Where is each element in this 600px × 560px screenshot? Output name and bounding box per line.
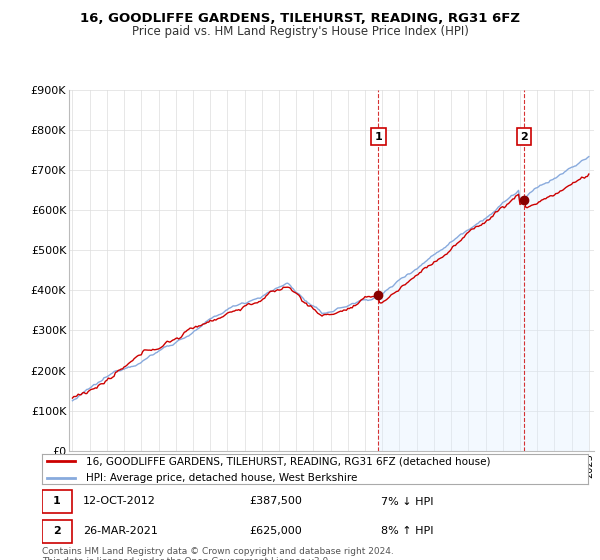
Text: HPI: Average price, detached house, West Berkshire: HPI: Average price, detached house, West…: [86, 473, 357, 483]
Bar: [42, 490, 72, 513]
Text: 1: 1: [53, 497, 61, 506]
Text: 16, GOODLIFFE GARDENS, TILEHURST, READING, RG31 6FZ: 16, GOODLIFFE GARDENS, TILEHURST, READIN…: [80, 12, 520, 25]
Text: 1: 1: [374, 132, 382, 142]
Text: Price paid vs. HM Land Registry's House Price Index (HPI): Price paid vs. HM Land Registry's House …: [131, 25, 469, 38]
Text: Contains HM Land Registry data © Crown copyright and database right 2024.
This d: Contains HM Land Registry data © Crown c…: [42, 547, 394, 560]
Bar: [42, 520, 72, 543]
Text: 7% ↓ HPI: 7% ↓ HPI: [380, 497, 433, 506]
Text: 8% ↑ HPI: 8% ↑ HPI: [380, 526, 433, 536]
Text: £625,000: £625,000: [250, 526, 302, 536]
Text: £387,500: £387,500: [250, 497, 302, 506]
Text: 26-MAR-2021: 26-MAR-2021: [83, 526, 158, 536]
Text: 16, GOODLIFFE GARDENS, TILEHURST, READING, RG31 6FZ (detached house): 16, GOODLIFFE GARDENS, TILEHURST, READIN…: [86, 456, 490, 466]
Text: 2: 2: [520, 132, 528, 142]
Text: 12-OCT-2012: 12-OCT-2012: [83, 497, 156, 506]
Text: 2: 2: [53, 526, 61, 536]
